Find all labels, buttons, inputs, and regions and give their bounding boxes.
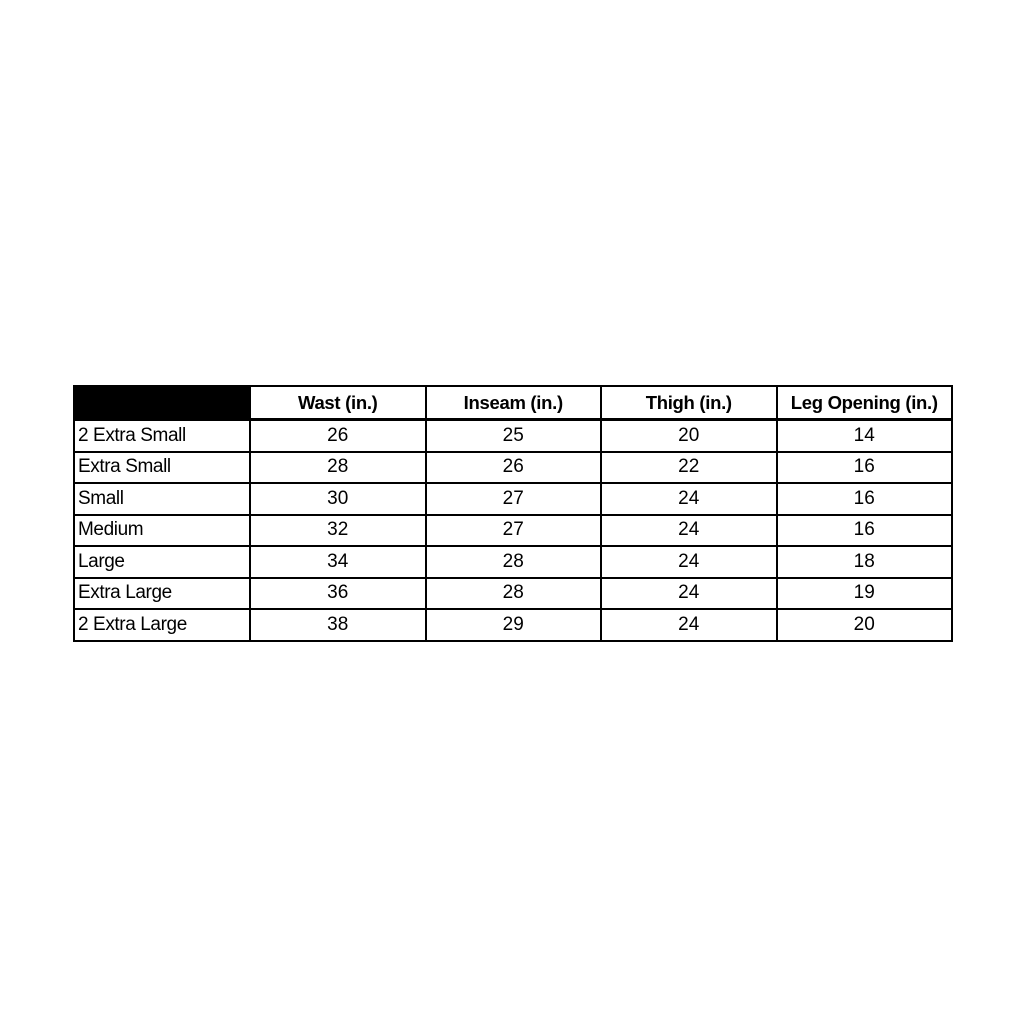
measurement-cell: 28 [249,450,427,484]
measurement-cell: 28 [424,545,602,579]
measurement-cell: 30 [249,482,427,516]
measurement-cell: 24 [600,482,778,516]
measurement-cell: 14 [775,418,953,453]
measurement-cell: 16 [775,450,953,484]
measurement-cell: 26 [424,450,602,484]
table-row: 2 Extra Small 26 25 20 14 [73,418,953,453]
header-inseam: Inseam (in.) [424,385,602,421]
table-row: Small 30 27 24 16 [73,482,953,516]
table-row: 2 Extra Large 38 29 24 20 [73,608,953,642]
measurement-cell: 38 [249,608,427,642]
measurement-cell: 19 [775,576,953,610]
table-row: Extra Large 36 28 24 19 [73,576,953,610]
measurement-cell: 32 [249,513,427,547]
size-label: 2 Extra Large [73,608,251,642]
measurement-cell: 24 [600,576,778,610]
measurement-cell: 18 [775,545,953,579]
measurement-cell: 29 [424,608,602,642]
measurement-cell: 22 [600,450,778,484]
measurement-cell: 27 [424,513,602,547]
measurement-cell: 27 [424,482,602,516]
measurement-cell: 26 [249,418,427,453]
measurement-cell: 25 [424,418,602,453]
size-label: Extra Small [73,450,251,484]
size-chart-table: Wast (in.) Inseam (in.) Thigh (in.) Leg … [73,385,953,642]
measurement-cell: 36 [249,576,427,610]
header-row: Wast (in.) Inseam (in.) Thigh (in.) Leg … [73,385,953,421]
size-label: Extra Large [73,576,251,610]
header-thigh: Thigh (in.) [600,385,778,421]
measurement-cell: 34 [249,545,427,579]
header-leg-opening: Leg Opening (in.) [775,385,953,421]
table-row: Large 34 28 24 18 [73,545,953,579]
measurement-cell: 28 [424,576,602,610]
size-label: Medium [73,513,251,547]
size-label: Small [73,482,251,516]
measurement-cell: 24 [600,513,778,547]
measurement-cell: 20 [600,418,778,453]
table-row: Medium 32 27 24 16 [73,513,953,547]
header-waist: Wast (in.) [249,385,427,421]
measurement-cell: 16 [775,513,953,547]
size-label: Large [73,545,251,579]
measurement-cell: 20 [775,608,953,642]
size-label: 2 Extra Small [73,418,251,453]
measurement-cell: 16 [775,482,953,516]
header-corner-cell [73,385,251,421]
measurement-cell: 24 [600,608,778,642]
measurement-cell: 24 [600,545,778,579]
table-row: Extra Small 28 26 22 16 [73,450,953,484]
